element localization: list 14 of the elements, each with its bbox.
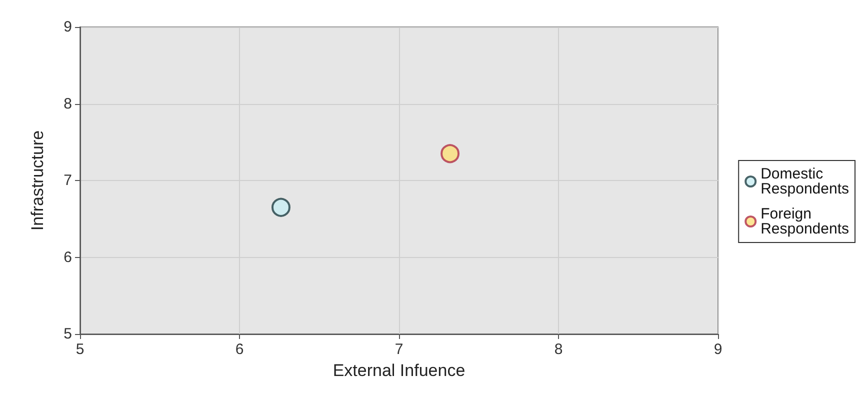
legend-label: Domestic Respondents (760, 166, 850, 198)
y-axis-title: Infrastructure (28, 130, 47, 231)
legend-label: Foreign Respondents (760, 206, 850, 238)
x-tick-label: 9 (714, 341, 722, 358)
x-tick-label: 8 (554, 341, 563, 358)
x-tick-label: 6 (235, 341, 244, 358)
y-tick-label: 9 (64, 18, 72, 36)
y-tick-label: 8 (64, 95, 72, 112)
y-tick-label: 7 (64, 172, 72, 189)
y-tick-label: 5 (64, 326, 72, 342)
x-tick-label: 7 (394, 341, 404, 358)
y-tick-label: 6 (64, 248, 72, 266)
x-tick-label: 5 (76, 341, 84, 358)
x-axis-title: External Infuence (332, 360, 466, 380)
